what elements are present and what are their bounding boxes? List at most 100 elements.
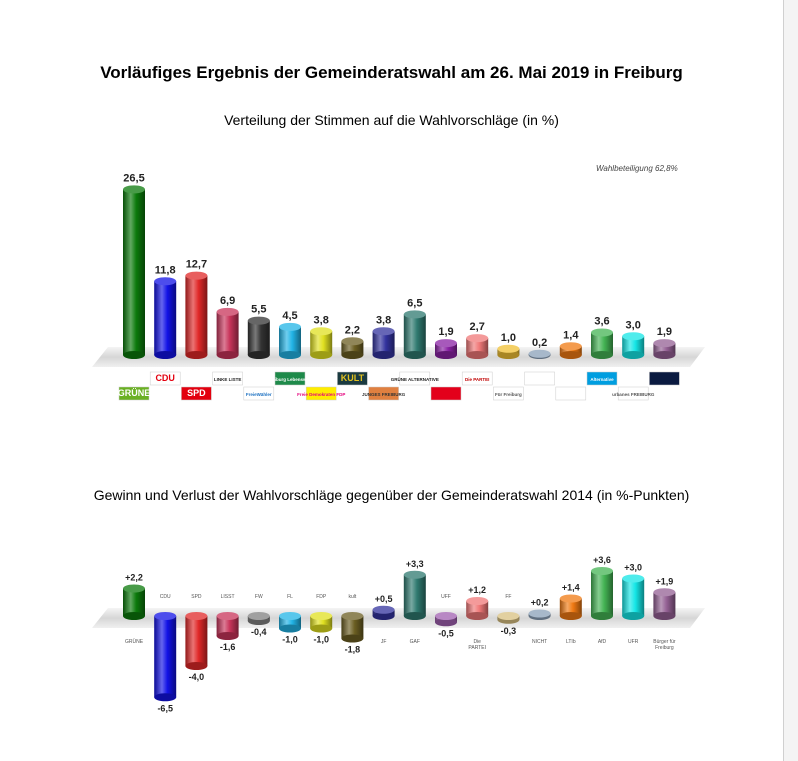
data-label: +1,2 [468, 585, 486, 595]
data-label: 4,5 [282, 310, 297, 322]
bar [341, 337, 364, 359]
bar [528, 349, 551, 359]
bar [653, 339, 676, 359]
party-logo: GRÜNE [118, 386, 150, 401]
category-label: GRÜNE [125, 638, 144, 645]
party-logo: JUNGES FREIBURG [362, 386, 406, 401]
data-label: 3,0 [626, 319, 641, 331]
party-logo: CDU [149, 371, 181, 386]
bar [466, 597, 489, 620]
bar [247, 316, 270, 359]
data-label: +3,0 [624, 563, 642, 573]
data-label: 1,4 [563, 329, 579, 341]
party-logo: Freie Demokraten FDP [297, 386, 345, 401]
category-label: Freiburg [655, 645, 674, 651]
data-label: 6,5 [407, 297, 422, 309]
category-label: JF [381, 639, 387, 645]
category-label: LTIb [566, 639, 576, 645]
bar [497, 612, 520, 624]
bar [123, 185, 145, 359]
bar [123, 584, 145, 620]
party-logo: Für Freiburg [493, 386, 524, 401]
data-label: -0,4 [251, 627, 267, 637]
data-label: -0,5 [438, 628, 454, 638]
data-label: 6,9 [220, 295, 235, 307]
bar [154, 277, 177, 359]
data-label: 1,9 [438, 326, 453, 338]
data-label: 12,7 [186, 259, 207, 271]
category-label: CDU [160, 594, 171, 600]
category-label: GAF [410, 639, 420, 645]
bar [341, 612, 364, 643]
bar [310, 612, 333, 633]
category-label: kult [349, 594, 357, 600]
data-label: 3,8 [376, 314, 391, 326]
bar [403, 310, 426, 359]
svg-text:JUNGES FREIBURG: JUNGES FREIBURG [362, 392, 406, 397]
bar [279, 612, 301, 633]
party-logo: Freiburg Lebenswert [268, 371, 313, 386]
bar [435, 339, 457, 359]
svg-text:CDU: CDU [155, 373, 175, 383]
page-margin [784, 0, 798, 761]
category-label: AfD [598, 639, 607, 645]
svg-text:Freie Demokraten FDP: Freie Demokraten FDP [297, 392, 345, 397]
bar [466, 334, 489, 359]
data-label: 2,7 [470, 321, 485, 333]
chart1-title: Verteilung der Stimmen auf die Wahlvorsc… [224, 112, 559, 128]
party-logo: urbanes FREIBURG [612, 386, 655, 401]
data-label: -1,8 [345, 645, 361, 655]
bar [185, 612, 208, 670]
category-label: PARTEI [468, 645, 486, 651]
data-label: 2,2 [345, 324, 360, 336]
data-label: 11,8 [155, 264, 176, 276]
data-label: 5,5 [251, 304, 266, 316]
bar [622, 574, 645, 620]
bar [528, 609, 551, 620]
turnout-annotation: Wahlbeteiligung 62,8% [596, 164, 678, 173]
party-logo: GRÜNE ALTERNATIVE [391, 371, 439, 386]
party-logo: FreieWähler [243, 386, 275, 401]
party-logo [524, 371, 555, 386]
bar [591, 567, 613, 620]
svg-text:GRÜNE ALTERNATIVE: GRÜNE ALTERNATIVE [391, 376, 439, 382]
data-label: +1,4 [562, 583, 580, 593]
category-label: UFF [441, 594, 451, 600]
bar [372, 605, 395, 620]
bar [435, 612, 457, 627]
chart2-title: Gewinn und Verlust der Wahlvorschläge ge… [93, 487, 690, 503]
data-label: 3,8 [314, 314, 329, 326]
category-label: SPD [191, 594, 202, 600]
category-label: LISST [221, 594, 235, 600]
bar [591, 328, 613, 359]
party-logo [430, 386, 462, 401]
svg-text:LINKE LISTE: LINKE LISTE [214, 377, 242, 382]
party-logo: LINKE LISTE [212, 371, 243, 386]
data-label: 3,6 [594, 316, 609, 328]
data-label: 0,2 [532, 337, 547, 349]
bar [653, 588, 676, 620]
data-label: -1,6 [220, 642, 236, 652]
chart1-floor [92, 347, 705, 367]
svg-text:Freiburg Lebenswert: Freiburg Lebenswert [268, 377, 313, 382]
category-label: NICHT [532, 639, 547, 645]
bar [497, 344, 520, 359]
data-label: -6,5 [157, 703, 173, 713]
bar [216, 612, 239, 640]
bar [216, 307, 239, 359]
category-label: Bürger für [653, 639, 676, 645]
category-label: Die [473, 639, 481, 645]
data-label: -1,0 [282, 635, 298, 645]
bar [372, 327, 395, 359]
bar [247, 612, 270, 625]
party-logo [649, 371, 680, 386]
category-label: FL [287, 594, 293, 600]
data-label: +1,9 [656, 576, 674, 586]
party-logo: SPD [181, 386, 212, 401]
chart2-floor [92, 608, 705, 628]
svg-text:Alternative: Alternative [590, 377, 614, 382]
data-label: -4,0 [189, 672, 205, 682]
svg-text:SPD: SPD [187, 388, 206, 398]
bar [279, 322, 301, 359]
